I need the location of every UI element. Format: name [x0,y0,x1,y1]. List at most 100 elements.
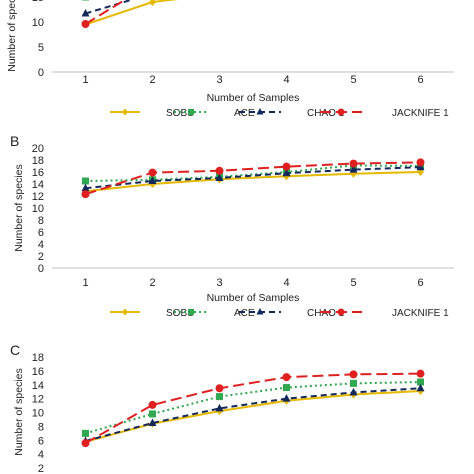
data-point-ace [283,384,290,392]
data-point-jacknife-1 [215,166,224,175]
data-point-chao-1 [81,9,90,17]
legend-marker-ace [188,309,194,315]
y-tick-label: 2 [38,251,44,263]
data-point-chao-1 [416,383,425,392]
legend-label-chao-1: CHAO 1 [307,108,345,119]
x-tick-label: 2 [149,74,155,86]
y-axis-title: Number of species [13,164,25,252]
data-point-jacknife-1 [349,370,358,379]
x-tick-label: 6 [417,74,423,86]
y-tick-label: 4 [38,449,44,461]
y-tick-label: 8 [38,215,44,227]
data-point-jacknife-1 [81,439,90,448]
legend: SOBS ACE CHAO 1 JACKNIFE 1 [110,108,449,119]
legend-label-sobs: SOBS [166,308,194,319]
legend-marker-sobs [122,108,128,116]
data-point-chao-1 [349,387,358,396]
series-line-jacknife-1 [84,0,127,25]
x-tick-label: 1 [82,277,88,289]
legend-marker-sobs [122,308,128,316]
series-line-sobs [85,390,421,443]
data-point-ace [417,378,424,386]
y-tick-label: 12 [32,394,44,406]
series-line-sobs [85,171,421,193]
panel-label: B [10,133,19,149]
data-point-chao-1 [148,418,157,426]
panel-1: Number of species 0 5 10 15 1 2 3 4 5 6 Number of S… [6,0,454,119]
panel-3: C Number of species 2 4 6 810 12 14 16 18 [10,342,425,474]
x-tick-label: 1 [82,74,88,86]
legend-marker-ace [188,109,194,115]
y-tick-label: 16 [32,366,44,378]
x-tick-label: 3 [216,277,222,289]
series-jacknife-1 [81,369,425,448]
data-point-jacknife-1 [282,373,291,382]
panel-label: C [10,342,20,358]
y-tick-label: 20 [32,143,44,155]
y-tick-label: 18 [32,352,44,364]
legend-item-chao-1: CHAO 1 [239,308,345,319]
data-point-jacknife-1 [416,369,425,378]
x-tick-label: 4 [283,277,289,289]
legend-item-jacknife-1: JACKNIFE 1 [320,308,449,319]
y-tick-label: 18 [32,155,44,167]
data-point-jacknife-1 [416,158,425,167]
series-sobs [82,0,178,29]
x-tick-label: 5 [350,74,356,86]
series-line-ace [85,164,421,182]
data-point-chao-1 [81,183,90,192]
x-axis-title: Number of Samples [207,92,300,104]
series-sobs [82,168,424,196]
data-point-jacknife-1 [81,190,90,199]
x-tick-label: 6 [417,277,423,289]
y-tick-label: 5 [38,42,44,54]
data-point-jacknife-1 [148,168,157,177]
y-tick-label: 16 [32,167,44,179]
legend-label-ace: ACE [234,108,255,119]
legend-marker-jacknife-1 [337,308,345,316]
data-point-ace [350,379,357,387]
y-tick-label: 0 [38,263,44,275]
x-tick-label: 3 [216,74,222,86]
legend-marker-jacknife-1 [337,108,345,116]
legend-item-ace: ACE [174,108,255,119]
data-point-jacknife-1 [282,162,291,171]
data-point-ace [149,410,156,418]
legend-item-sobs: SOBS [110,308,194,319]
x-tick-label: 4 [283,74,289,86]
series-chao-1 [81,0,135,17]
y-tick-label: 0 [38,67,44,79]
y-tick-label: 12 [32,191,44,203]
y-tick-label: 15 [32,0,44,4]
data-point-chao-1 [215,403,224,412]
data-point-jacknife-1 [81,20,90,28]
series-ace [82,378,424,437]
legend-label-jacknife-1: JACKNIFE 1 [392,108,449,119]
data-point-jacknife-1 [215,384,224,393]
data-point-jacknife-1 [349,159,358,168]
series-chao-1 [81,162,425,192]
data-point-chao-1 [282,168,291,177]
x-axis-title: Number of Samples [207,292,300,304]
data-point-chao-1 [215,173,224,181]
legend-marker-chao-1 [256,108,264,115]
legend-label-jacknife-1: JACKNIFE 1 [392,308,449,319]
y-axis-title: Number of species [13,368,25,456]
legend-marker-chao-1 [256,308,264,315]
y-tick-label: 2 [38,463,44,474]
legend: SOBS ACE CHAO 1 JACKNIFE 1 [110,308,449,319]
y-tick-label: 6 [38,227,44,239]
series-jacknife-1 [81,0,127,28]
legend-item-sobs: SOBS [110,108,194,119]
data-point-ace [82,429,89,437]
legend-item-ace: ACE [174,308,255,319]
series-line-chao-1 [85,387,421,442]
series-ace [82,0,89,1]
y-axis-title: Number of species [6,0,18,72]
legend-item-chao-1: CHAO 1 [239,108,345,119]
legend-item-jacknife-1: JACKNIFE 1 [320,108,449,119]
data-point-chao-1 [282,394,291,402]
y-tick-label: 10 [32,203,44,215]
y-tick-label: 6 [38,435,44,447]
